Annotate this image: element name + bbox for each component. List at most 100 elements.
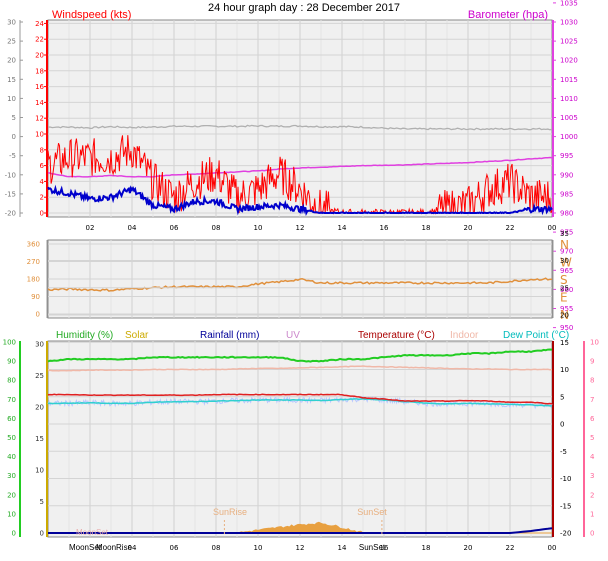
uv-tick-label: 4	[590, 453, 595, 461]
x-tick-label: 22	[506, 224, 515, 232]
direction-tick-label: 270	[27, 258, 40, 266]
x-tick-label: 00	[548, 224, 557, 232]
solar-tick-label: 20	[35, 404, 44, 412]
windspeed-tick-label: 18	[35, 67, 44, 75]
x-tick-label: 16	[380, 224, 389, 232]
barometer-tick-label: 1030	[560, 19, 578, 27]
outer-tick-label: 10	[7, 95, 16, 103]
humidity-tick-label: 10	[7, 510, 16, 518]
direction-tick-label: 90	[31, 293, 40, 301]
solar-tick-label: 30	[35, 341, 44, 349]
humidity-tick-label: 90	[7, 358, 16, 366]
x-tick-label: 14	[338, 224, 347, 232]
windspeed-tick-label: 22	[35, 36, 44, 44]
x-tick-label: 02	[86, 224, 95, 232]
outer-tick-label: 25	[7, 38, 16, 46]
uv-tick-label: 1	[590, 510, 594, 518]
compass-label: S	[560, 273, 568, 287]
x-tick-label: 04	[128, 544, 137, 552]
windspeed-tick-label: 4	[40, 178, 45, 186]
temperature-tick-label: 15	[560, 339, 569, 347]
temperature-tick-label: 10	[560, 366, 569, 374]
barometer-tick-label: 1020	[560, 57, 578, 65]
outer-tick-label: -10	[5, 171, 16, 179]
page-title: 24 hour graph day : 28 December 2017	[208, 2, 400, 14]
x-tick-label: 16	[380, 544, 389, 552]
sunset-label: SunSet	[357, 507, 387, 517]
legend-dewpoint: Dew Point (°C)	[503, 330, 569, 341]
x-tick-label: 10	[254, 224, 263, 232]
dewpoint-series-line	[47, 398, 552, 407]
barometer-tick-label: 1005	[560, 114, 578, 122]
sunset-axis-label: SunSet	[359, 543, 386, 552]
windspeed-axis-label: Windspeed (kts)	[52, 9, 131, 21]
barometer-tick-label: 1035	[560, 0, 578, 7]
direction-tick-label: 0	[36, 311, 40, 319]
temperature-tick-label: 0	[560, 421, 564, 429]
humidity-tick-label: 40	[7, 453, 16, 461]
windspeed-tick-label: 12	[35, 115, 44, 123]
x-tick-label: 20	[464, 544, 473, 552]
compass-label: N	[560, 238, 569, 252]
outer-tick-label: 0	[12, 133, 16, 141]
legend-indoor: Indoor	[450, 330, 479, 341]
temperature-tick-label: -10	[560, 475, 571, 483]
uv-tick-label: 2	[590, 491, 594, 499]
gust-series-line	[47, 135, 553, 215]
uv-tick-label: 7	[590, 396, 594, 404]
legend-uv: UV	[286, 330, 300, 341]
uv-tick-label: 9	[590, 358, 594, 366]
windspeed-series-line	[47, 184, 553, 217]
barometer-tick-label: 1025	[560, 38, 578, 46]
windspeed-tick-label: 20	[35, 52, 44, 60]
outer-grey-series-line	[47, 124, 553, 131]
moonset-annotation: MoonSet	[76, 528, 109, 537]
temperature-tick-label: 20	[560, 312, 569, 320]
humidity-tick-label: 0	[12, 530, 16, 538]
barometer-tick-label: 955	[560, 305, 573, 313]
temperature-tick-label: -20	[560, 530, 571, 538]
sunrise-label: SunRise	[213, 507, 247, 517]
windspeed-tick-label: 8	[40, 146, 44, 154]
x-tick-label: 06	[170, 224, 179, 232]
barometer-tick-label: 995	[560, 152, 573, 160]
windspeed-tick-label: 2	[40, 194, 44, 202]
x-tick-label: 08	[212, 544, 221, 552]
uv-tick-label: 0	[590, 530, 594, 538]
humidity-series-line	[47, 348, 553, 363]
atmosphere-panel-axes: 1009080706050403020100302520151050353025…	[3, 230, 599, 552]
humidity-tick-label: 100	[3, 339, 16, 347]
x-tick-label: 18	[422, 224, 431, 232]
legend-rainfall: Rainfall (mm)	[200, 330, 259, 341]
compass-label: E	[560, 291, 568, 305]
x-tick-label: 10	[254, 544, 263, 552]
x-tick-label: 12	[296, 224, 305, 232]
barometer-tick-label: 985	[560, 190, 573, 198]
outer-tick-label: -15	[5, 190, 16, 198]
barometer-tick-label: 1015	[560, 76, 578, 84]
solar-tick-label: 10	[35, 467, 44, 475]
solar-tick-label: 5	[40, 498, 44, 506]
uv-tick-label: 3	[590, 472, 594, 480]
barometer-tick-label: 950	[560, 324, 573, 332]
x-tick-label: 18	[422, 544, 431, 552]
moonset-label: MoonSet	[69, 543, 102, 552]
solar-tick-label: 0	[40, 530, 44, 538]
legend-solar: Solar	[125, 330, 149, 341]
temperature-tick-label: 5	[560, 393, 564, 401]
atmosphere-legend: Humidity (%) Solar Rainfall (mm) UV Temp…	[56, 330, 569, 341]
x-tick-label: 12	[296, 544, 305, 552]
outer-tick-label: 20	[7, 57, 16, 65]
indoor-series-line	[47, 365, 553, 372]
moonrise-label: MoonRise	[96, 543, 133, 552]
outer-tick-label: 15	[7, 76, 16, 84]
windspeed-tick-label: 6	[40, 162, 45, 170]
wind-panel-series	[47, 124, 553, 217]
humidity-tick-label: 80	[7, 377, 16, 385]
atmosphere-annotations: SunRise SunSet MoonSet MoonSet MoonRise …	[69, 507, 387, 552]
barometer-tick-label: 1010	[560, 95, 578, 103]
barometer-tick-label: 975	[560, 229, 573, 237]
uv-tick-label: 10	[590, 339, 599, 347]
